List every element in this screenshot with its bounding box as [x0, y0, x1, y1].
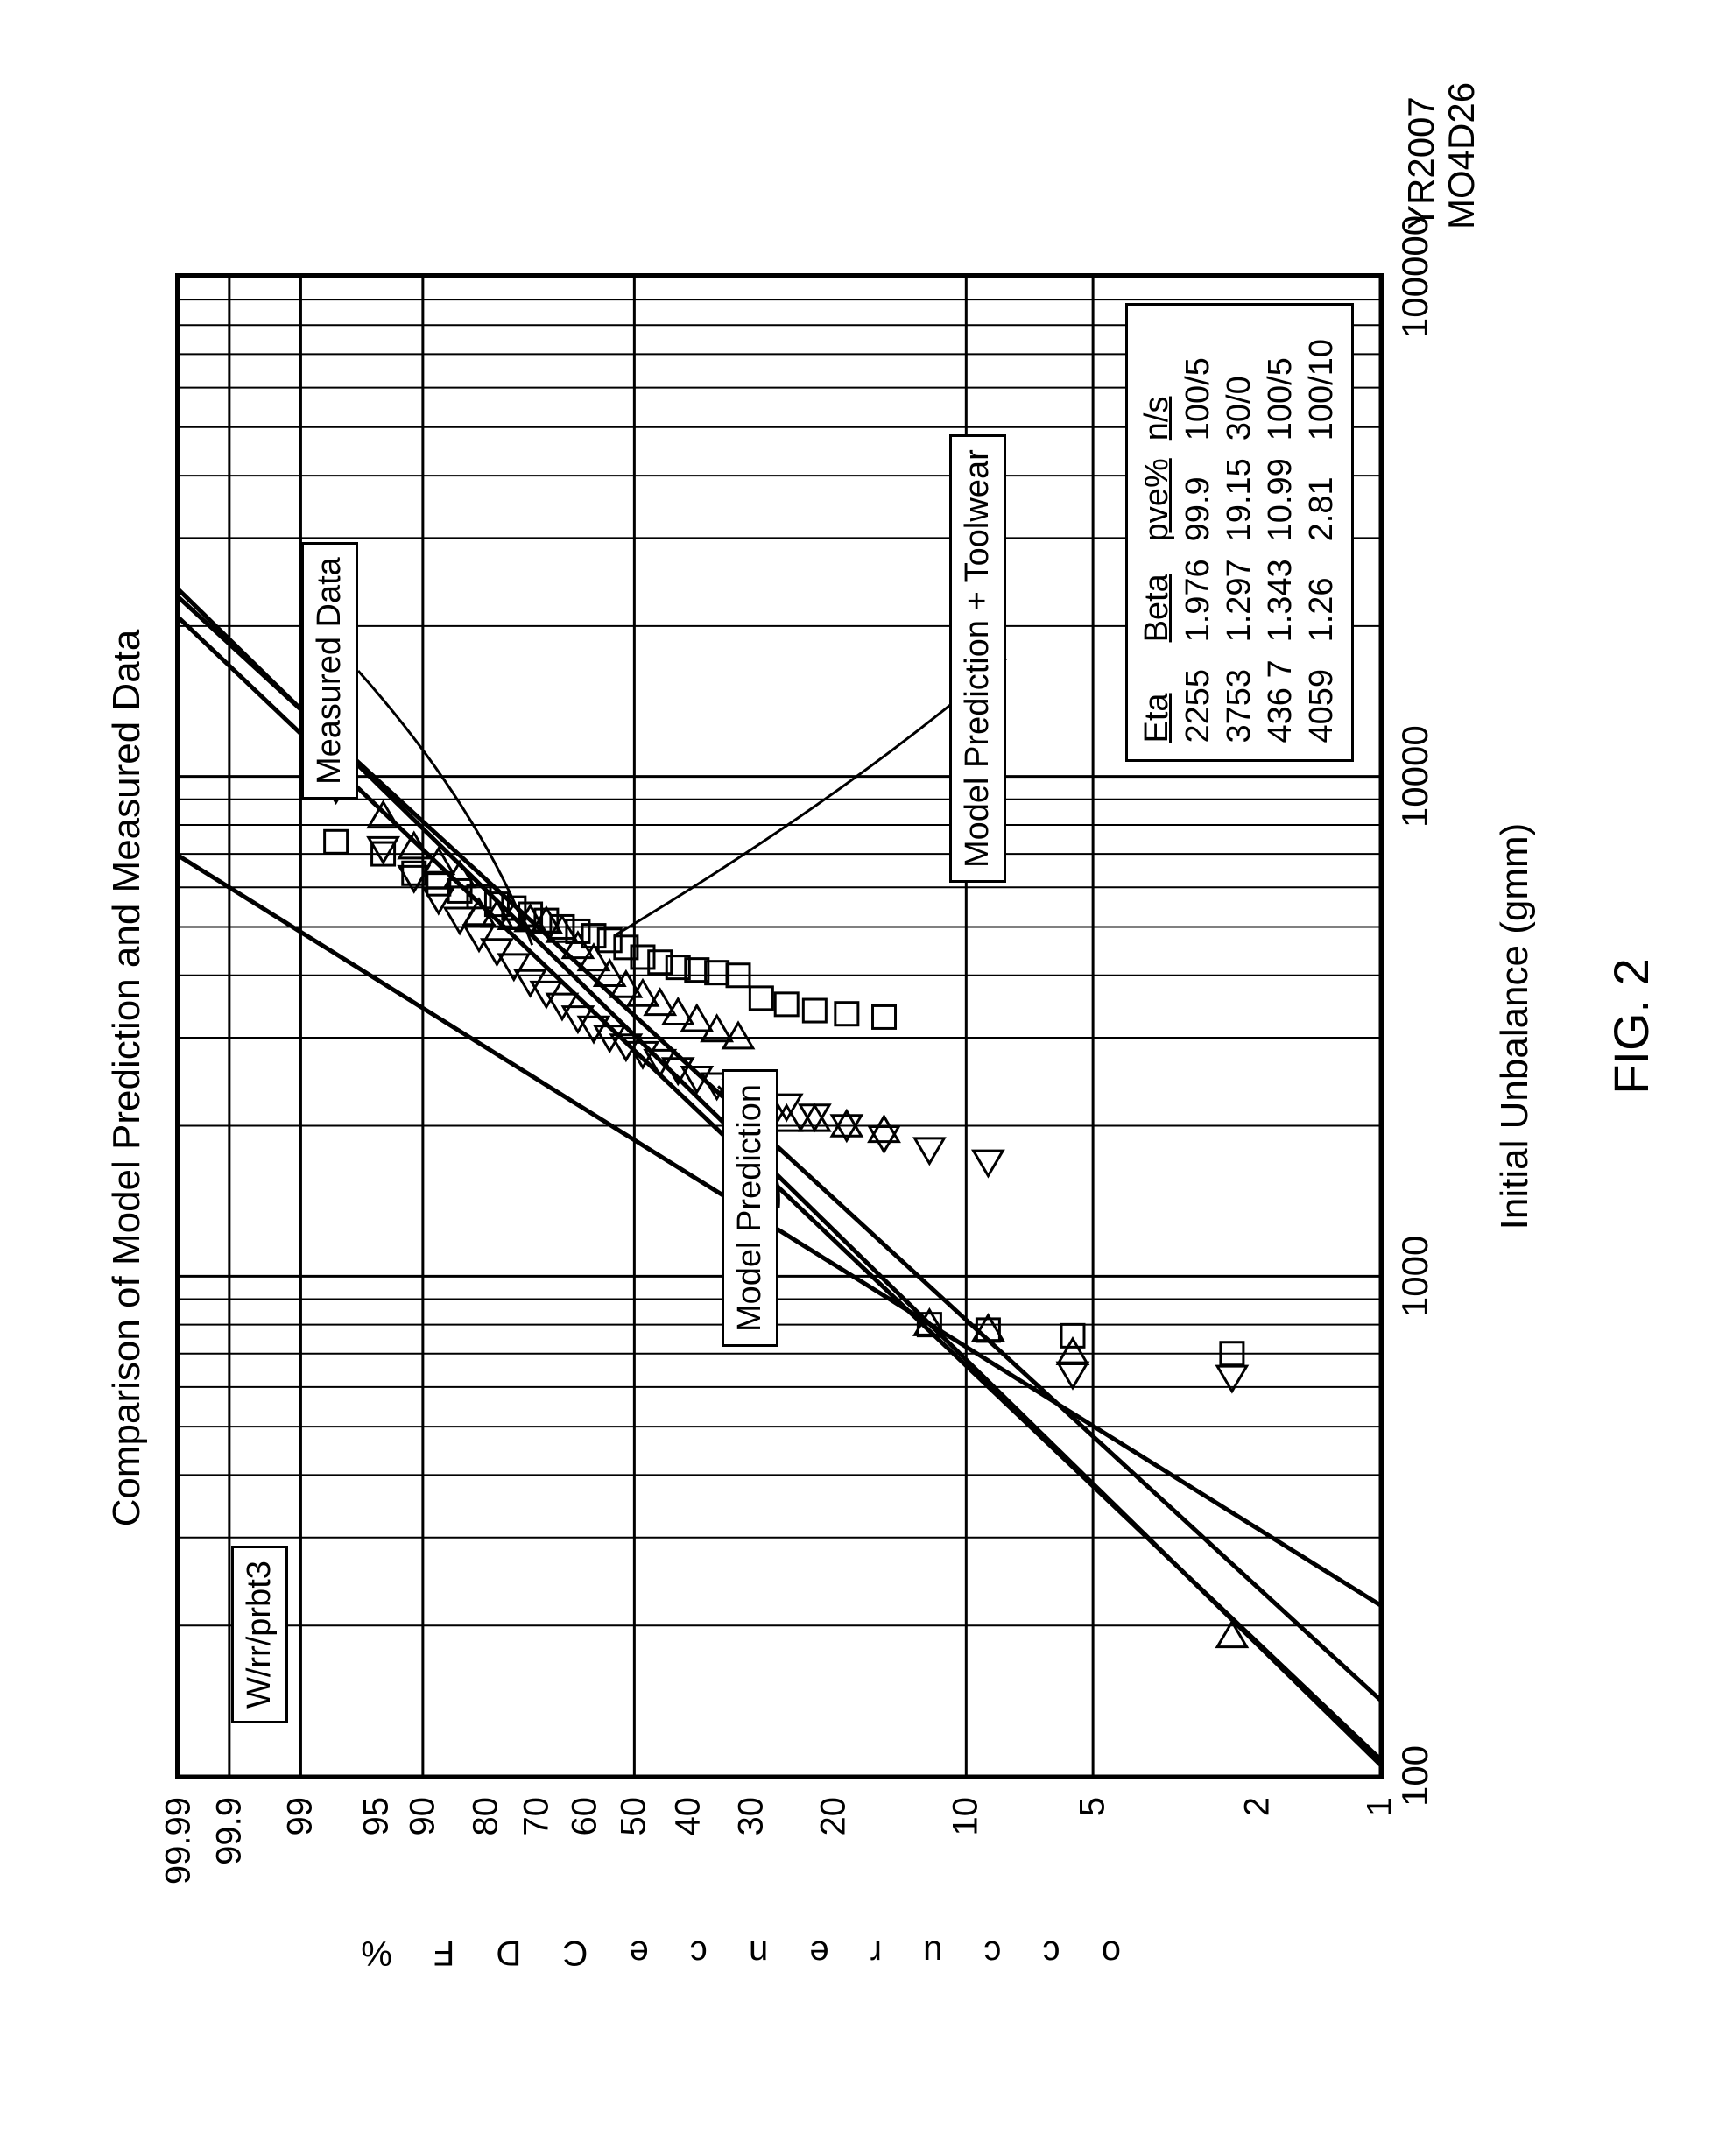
annotation-model: Model Prediction — [722, 1069, 778, 1347]
table-cell: 2255 — [1178, 642, 1219, 743]
annotation-corner: W/rr/prbt3 — [231, 1546, 288, 1723]
table-cell: 1.297 — [1219, 541, 1260, 642]
table-cell: 1.343 — [1260, 541, 1301, 642]
table-cell: 3753 — [1219, 642, 1260, 743]
stamp-line1: YR2007 — [1401, 82, 1441, 229]
table-cell: 436 7 — [1260, 642, 1301, 743]
table-cell: 99.9 — [1178, 440, 1219, 541]
table-cell: 10.99 — [1260, 440, 1301, 541]
x-tick: 100 — [1394, 1745, 1436, 1807]
date-stamp: YR2007 MO4D26 — [1401, 82, 1482, 229]
annotation-model-tw: Model Prediction + Toolwear — [949, 434, 1006, 883]
table-row: 40591.262.81100/10 — [1301, 321, 1342, 743]
y-axis-label: o c c u r e n c e C D F % — [345, 1933, 1121, 1972]
stamp-line2: MO4D26 — [1441, 82, 1482, 229]
stats-table: EtaBetapve%n/s22551.97699.9100/537531.29… — [1125, 303, 1354, 762]
y-tick: 50 — [615, 1797, 654, 1893]
y-tick: 90 — [403, 1797, 442, 1893]
y-tick: 80 — [466, 1797, 505, 1893]
table-cell: 1.26 — [1301, 541, 1342, 642]
chart-title: Comparison of Model Prediction and Measu… — [105, 0, 149, 2156]
figure-label: FIG. 2 — [1603, 273, 1659, 1779]
plot-area: W/rr/prbt3 Measured Data Model Prediction M… — [175, 273, 1384, 1779]
fit-line-model_tw — [179, 592, 1380, 1776]
y-tick: 1 — [1361, 1797, 1400, 1893]
table-row: 22551.97699.9100/5 — [1178, 321, 1219, 743]
y-tick: 99.99 — [159, 1797, 199, 1893]
annotation-measured: Measured Data — [301, 542, 358, 800]
table-cell: 19.15 — [1219, 440, 1260, 541]
y-tick: 40 — [668, 1797, 708, 1893]
y-tick: 2 — [1237, 1797, 1277, 1893]
table-cell: 30/0 — [1219, 321, 1260, 440]
table-cell: 4059 — [1301, 642, 1342, 743]
table-header: n/s — [1137, 321, 1178, 440]
table-cell: 1.976 — [1178, 541, 1219, 642]
table-header: pve% — [1137, 440, 1178, 541]
y-tick: 60 — [566, 1797, 605, 1893]
table-cell: 2.81 — [1301, 440, 1342, 541]
x-tick: 100000 — [1394, 215, 1436, 338]
leader-model-tw — [615, 659, 1006, 936]
table-row: 436 71.34310.99100/5 — [1260, 321, 1301, 743]
y-tick: 5 — [1074, 1797, 1113, 1893]
y-tick: 99.9 — [209, 1797, 249, 1893]
y-tick: 30 — [732, 1797, 771, 1893]
table-cell: 100/10 — [1301, 321, 1342, 440]
table-cell: 100/5 — [1178, 321, 1219, 440]
y-tick: 70 — [518, 1797, 557, 1893]
y-tick: 20 — [814, 1797, 854, 1893]
y-tick: 95 — [356, 1797, 396, 1893]
x-tick: 1000 — [1394, 1236, 1436, 1317]
y-tick: 99 — [281, 1797, 321, 1893]
table-header: Eta — [1137, 642, 1178, 743]
table-header: Beta — [1137, 541, 1178, 642]
y-tick: 10 — [947, 1797, 986, 1893]
x-tick: 10000 — [1394, 725, 1436, 828]
x-axis-label: Initial Unbalance (gmm) — [1493, 273, 1537, 1779]
fit-line-measured — [179, 854, 1380, 1679]
table-row: 37531.29719.1530/0 — [1219, 321, 1260, 743]
table-cell: 100/5 — [1260, 321, 1301, 440]
